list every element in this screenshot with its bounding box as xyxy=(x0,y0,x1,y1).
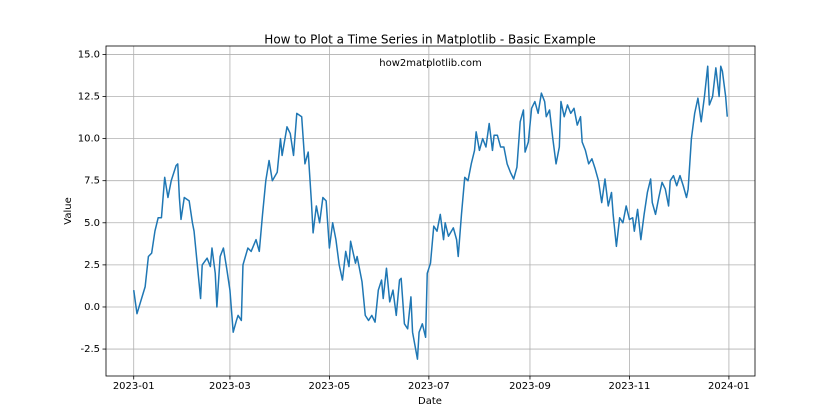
x-tick-label: 2023-11 xyxy=(609,381,651,392)
x-tick-label: 2023-03 xyxy=(209,381,251,392)
data-line xyxy=(132,65,729,360)
y-tick-label: 2.5 xyxy=(84,260,100,271)
y-tick-label: 10.0 xyxy=(78,134,100,145)
y-tick-label: -2.5 xyxy=(80,344,100,355)
y-tick-label: 5.0 xyxy=(84,218,100,229)
x-tick-label: 2023-07 xyxy=(408,381,450,392)
x-tick-label: 2023-09 xyxy=(509,381,551,392)
chart-title: How to Plot a Time Series in Matplotlib … xyxy=(264,33,595,47)
y-tick-label: 0.0 xyxy=(84,302,100,313)
x-axis-label: Date xyxy=(418,396,442,407)
y-axis-label: Value xyxy=(63,197,74,224)
plot-frame xyxy=(105,45,756,377)
x-tick-label: 2023-01 xyxy=(113,381,155,392)
y-tick-label: 15.0 xyxy=(78,49,100,60)
x-tick-label: 2024-01 xyxy=(708,381,750,392)
y-tick-label: 7.5 xyxy=(84,176,100,187)
x-tick-label: 2023-05 xyxy=(309,381,351,392)
y-tick-label: 12.5 xyxy=(78,92,100,103)
annotation: how2matplotlib.com xyxy=(379,58,481,69)
